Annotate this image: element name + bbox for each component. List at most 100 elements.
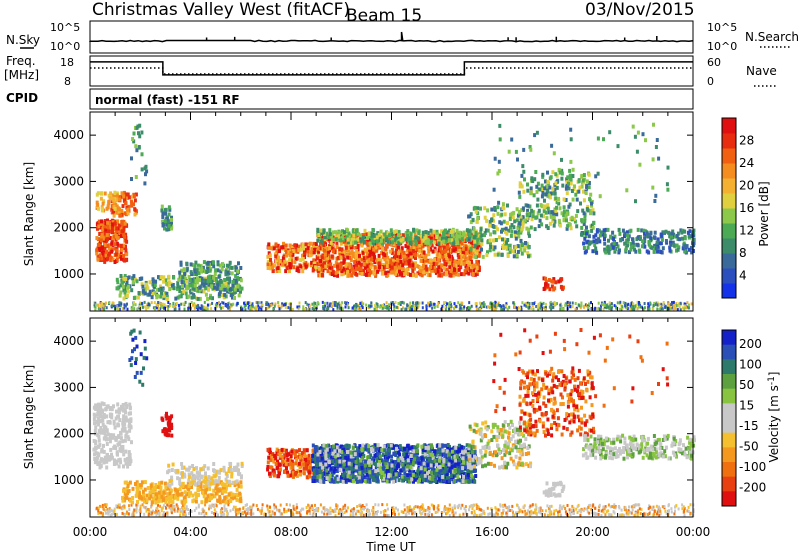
cell <box>210 511 213 514</box>
cell <box>565 191 569 196</box>
cell <box>379 305 382 309</box>
cell <box>272 246 276 251</box>
cell <box>408 258 412 263</box>
cell <box>267 242 271 247</box>
cell <box>320 510 323 514</box>
cell <box>345 235 349 240</box>
cell <box>110 249 114 254</box>
cell <box>494 306 497 310</box>
cell <box>500 227 504 232</box>
cell <box>115 205 119 210</box>
cell <box>213 508 216 512</box>
cell <box>200 267 204 272</box>
cell <box>94 301 97 305</box>
cell <box>153 283 157 287</box>
cell <box>676 304 679 308</box>
cell <box>134 144 138 149</box>
cell <box>632 302 635 306</box>
cell <box>564 214 568 219</box>
cell <box>590 223 594 228</box>
cell <box>341 301 344 305</box>
cell <box>647 239 651 244</box>
cell <box>323 508 326 512</box>
cell <box>398 248 402 253</box>
cell <box>114 252 118 257</box>
cell <box>380 251 383 255</box>
cell <box>327 509 330 513</box>
cell <box>180 302 183 306</box>
cell <box>265 307 268 310</box>
cell <box>438 233 442 238</box>
cell <box>102 302 105 306</box>
cell <box>439 241 443 246</box>
cell <box>427 244 431 249</box>
cell <box>134 175 138 179</box>
cell <box>516 157 519 162</box>
cell <box>557 279 561 284</box>
cell <box>322 228 326 233</box>
cell <box>487 305 489 309</box>
cell <box>372 250 376 255</box>
cell <box>133 212 137 217</box>
cell <box>95 236 99 241</box>
cell <box>592 211 596 216</box>
cell <box>182 280 186 285</box>
cell <box>342 260 346 265</box>
cell <box>580 225 584 230</box>
cell <box>435 235 439 240</box>
cell <box>568 168 572 173</box>
cell <box>118 293 122 298</box>
cell <box>446 302 448 306</box>
cell <box>312 512 315 516</box>
cell <box>648 307 651 311</box>
cell <box>350 509 352 513</box>
cell <box>342 250 346 255</box>
cell <box>342 266 346 271</box>
cell <box>568 176 572 181</box>
cell <box>187 294 191 299</box>
cell <box>649 238 653 243</box>
cell <box>509 225 512 230</box>
cell <box>223 292 227 297</box>
cell <box>417 304 420 308</box>
cell <box>591 208 595 213</box>
cell <box>473 244 477 249</box>
cell <box>113 304 116 308</box>
cell <box>393 510 396 514</box>
cell <box>424 264 428 269</box>
cell <box>159 294 163 299</box>
cell <box>269 246 273 251</box>
cell <box>566 175 570 180</box>
cell <box>111 193 115 198</box>
cell <box>608 130 612 135</box>
cell <box>280 306 283 310</box>
cell <box>639 237 642 241</box>
cell <box>108 509 111 513</box>
cpid-panel <box>89 88 694 110</box>
cell <box>376 269 380 274</box>
cell <box>459 265 463 270</box>
cell <box>457 255 461 260</box>
cell <box>437 257 441 262</box>
cell <box>185 268 189 273</box>
cell <box>271 510 274 514</box>
cell <box>110 204 114 209</box>
cell <box>148 280 152 285</box>
cell <box>355 257 359 262</box>
cell <box>366 239 370 244</box>
cell <box>209 303 212 307</box>
cell <box>658 308 661 311</box>
cell <box>322 243 326 248</box>
cell <box>351 270 355 275</box>
cell <box>394 241 398 246</box>
cell <box>349 258 353 263</box>
cell <box>606 244 610 249</box>
cell <box>173 505 176 509</box>
cell <box>230 265 234 270</box>
cell <box>276 243 280 248</box>
cell <box>115 229 119 234</box>
cell <box>472 247 476 252</box>
cell <box>597 237 601 242</box>
cell <box>209 282 213 287</box>
cell <box>587 234 591 239</box>
